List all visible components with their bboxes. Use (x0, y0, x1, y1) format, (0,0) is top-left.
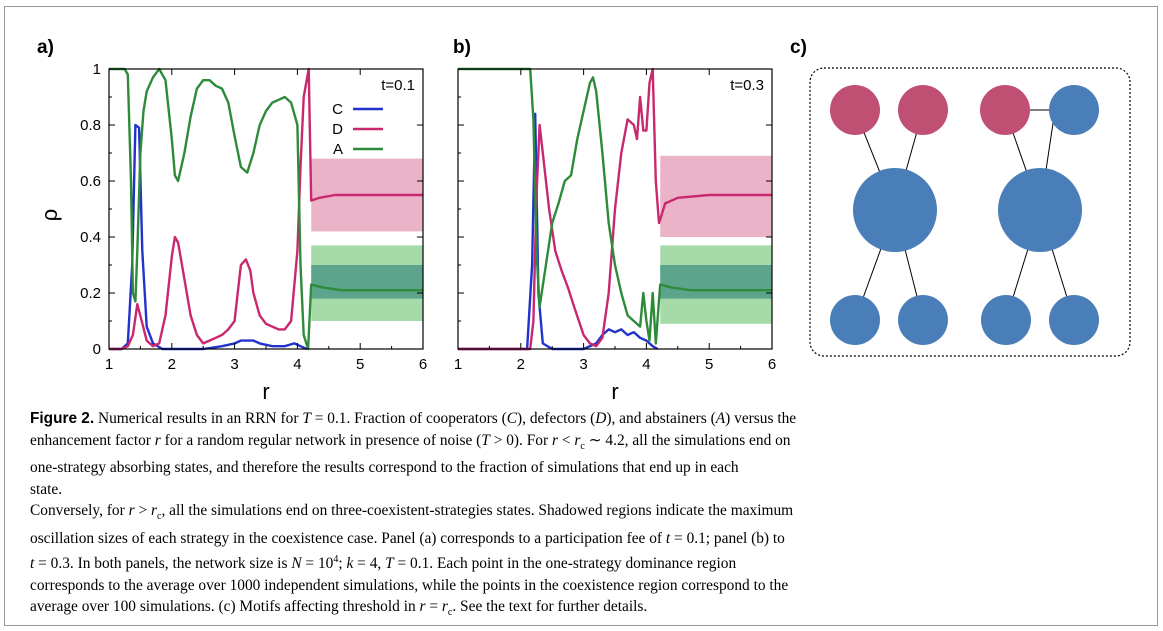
y-tick-label: 1 (93, 61, 101, 78)
cooperator-node (1049, 295, 1099, 345)
cooperator-node (1049, 85, 1099, 135)
y-axis-label: ρ (37, 209, 62, 222)
x-tick-label: 4 (293, 356, 301, 373)
caption-line: enhancement factor r for a random regula… (30, 431, 791, 452)
x-tick-label: 4 (642, 356, 650, 373)
caption-line: one-strategy absorbing states, and there… (30, 459, 739, 477)
motif-diagram (809, 67, 1131, 357)
defector-node (830, 85, 880, 135)
series-A-line (458, 67, 772, 345)
y-tick-label: 0.6 (80, 173, 101, 190)
motif-dashed-border (809, 67, 1131, 357)
caption-line: average over 100 simulations. (c) Motifs… (30, 598, 648, 619)
figure-caption: Figure 2. Numerical results in an RRN fo… (30, 408, 1140, 624)
defector-node (898, 85, 948, 135)
legend-label-C: C (332, 101, 343, 118)
band-A (660, 265, 772, 299)
x-tick-label: 5 (356, 356, 364, 373)
x-tick-label: 3 (579, 356, 587, 373)
chart-panel-a: 1 2 3 4 5 6 r 0 0.2 0.4 0.6 0.8 1 ρ t=0.1 CDA (37, 61, 427, 404)
defector-node (980, 85, 1030, 135)
x-tick-label: 2 (517, 356, 525, 373)
series-A-line (109, 67, 423, 351)
series-D-line (458, 67, 772, 351)
legend-label-A: A (333, 141, 343, 158)
x-tick-label: 6 (419, 356, 427, 373)
x-tick-label: 3 (230, 356, 238, 373)
chart-panel-b: 1 2 3 4 5 6 r t=0.3 (454, 67, 776, 404)
band-D (660, 155, 772, 237)
figure-frame (4, 6, 1158, 626)
caption-line: Figure 2. Numerical results in an RRN fo… (30, 410, 797, 427)
annotation-t: t=0.1 (381, 77, 415, 94)
y-tick-label: 0.2 (80, 285, 101, 302)
series-C-line (458, 112, 659, 351)
cooperator-node (981, 295, 1031, 345)
series-D-line (109, 67, 423, 351)
x-axis-label: r (611, 379, 618, 404)
x-tick-label: 6 (768, 356, 776, 373)
caption-line: oscillation sizes of each strategy in th… (30, 529, 785, 547)
cooperator-node (830, 295, 880, 345)
panel-b-label: b) (453, 37, 471, 58)
cooperator-node (898, 295, 948, 345)
caption-line: Conversely, for r > rc, all the simulati… (30, 502, 794, 523)
caption-line: state. (30, 480, 63, 498)
y-tick-label: 0.4 (80, 229, 101, 246)
x-tick-label: 1 (105, 356, 113, 373)
panel-c-label: c) (790, 37, 807, 58)
x-tick-label: 2 (168, 356, 176, 373)
caption-line: t = 0.3. In both panels, the network siz… (30, 554, 737, 573)
x-tick-label: 5 (705, 356, 713, 373)
x-tick-label: 1 (454, 356, 462, 373)
cooperator-hub-node (998, 168, 1082, 252)
panel-a-label: a) (37, 37, 54, 58)
caption-line: corresponds to the average over 1000 ind… (30, 576, 789, 594)
y-tick-label: 0 (93, 341, 101, 358)
band-A (311, 265, 423, 299)
cooperator-hub-node (853, 168, 937, 252)
y-tick-label: 0.8 (80, 117, 101, 134)
annotation-t: t=0.3 (730, 77, 764, 94)
x-axis-label: r (262, 379, 269, 404)
legend-label-D: D (332, 121, 343, 138)
